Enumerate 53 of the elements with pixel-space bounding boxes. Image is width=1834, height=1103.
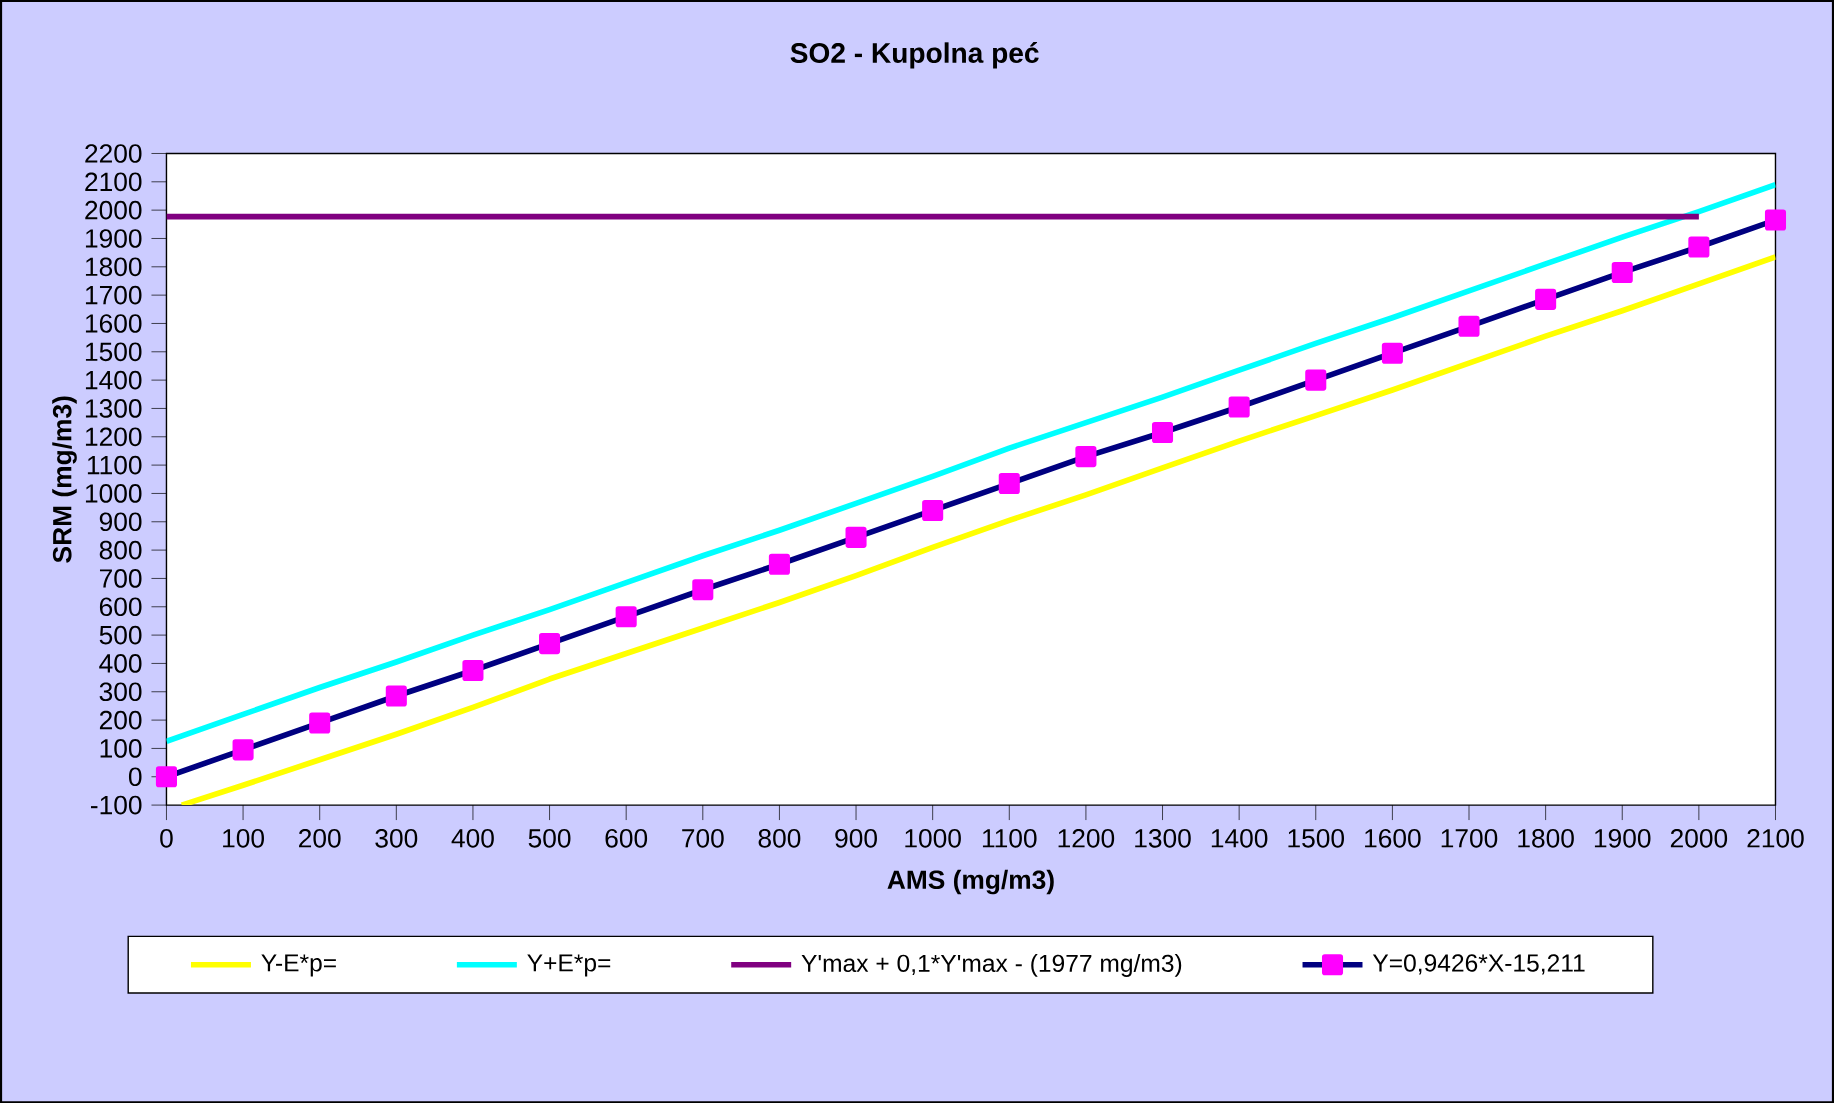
x-tick-label: 300: [375, 828, 418, 848]
x-tick-label: 1900: [1594, 828, 1651, 848]
x-tick-label: 0: [160, 828, 173, 848]
x-tick-label: 1600: [1365, 828, 1421, 848]
y-tick-label: 1700: [85, 285, 142, 305]
legend-label: Y-E*p=: [261, 954, 336, 977]
y-tick-label: 0: [128, 767, 142, 786]
y-tick-label: 1800: [85, 257, 142, 276]
y-tick-label: 2100: [85, 172, 142, 191]
x-tick-label: 200: [299, 828, 341, 848]
y-tick-label: 1200: [85, 427, 142, 446]
chart-title: SO2 - Kupolna peć: [790, 41, 1039, 69]
x-tick-label: 400: [451, 828, 494, 848]
x-tick-label: 500: [528, 828, 571, 848]
y-axis-title: SRM (mg/m3): [52, 396, 77, 563]
y-tick-label: 1600: [85, 313, 142, 333]
x-tick-label: 1400: [1211, 828, 1268, 848]
x-tick-label: 2100: [1747, 828, 1804, 848]
y-tick-label: 1400: [85, 370, 142, 390]
x-tick-label: 1300: [1135, 828, 1191, 848]
y-tick-label: 300: [99, 682, 142, 701]
x-tick-label: 2000: [1670, 828, 1728, 848]
y-tick-label: 1900: [85, 228, 142, 248]
y-tick-label: 600: [99, 597, 142, 616]
x-tick-label: 1800: [1518, 828, 1574, 848]
y-tick-label: 700: [99, 568, 142, 588]
x-tick-label: 1000: [905, 828, 961, 848]
y-tick-label: 2200: [85, 143, 142, 163]
x-tick-label: 600: [605, 828, 648, 848]
y-tick-label: 1100: [87, 455, 142, 475]
x-tick-label: 800: [758, 828, 801, 848]
x-tick-label: 1100: [982, 828, 1037, 848]
y-tick-label: 500: [99, 625, 142, 645]
y-tick-label: -100: [91, 795, 142, 815]
x-axis-title: AMS (mg/m3): [887, 869, 1054, 895]
x-tick-label: 1500: [1288, 828, 1345, 848]
y-tick-label: 900: [99, 512, 142, 531]
legend-label: Y+E*p=: [527, 954, 611, 977]
x-tick-label: 900: [835, 828, 877, 848]
y-tick-label: 2000: [85, 200, 142, 220]
y-tick-label: 800: [99, 540, 142, 560]
y-tick-label: 1500: [85, 342, 142, 361]
x-tick-label: 1700: [1441, 828, 1498, 848]
y-tick-label: 1000: [85, 483, 142, 503]
x-tick-label: 700: [682, 828, 724, 848]
x-tick-label: 100: [223, 828, 264, 848]
y-tick-label: 100: [100, 738, 142, 758]
x-tick-label: 1200: [1058, 828, 1115, 848]
legend-label: Y=0,9426*X-15,211: [1372, 954, 1585, 975]
y-tick-label: 400: [99, 653, 142, 673]
y-tick-label: 1300: [85, 398, 142, 418]
legend-label: Y'max + 0,1*Y'max - (1977 mg/m3): [801, 953, 1182, 977]
y-tick-label: 200: [99, 710, 142, 730]
